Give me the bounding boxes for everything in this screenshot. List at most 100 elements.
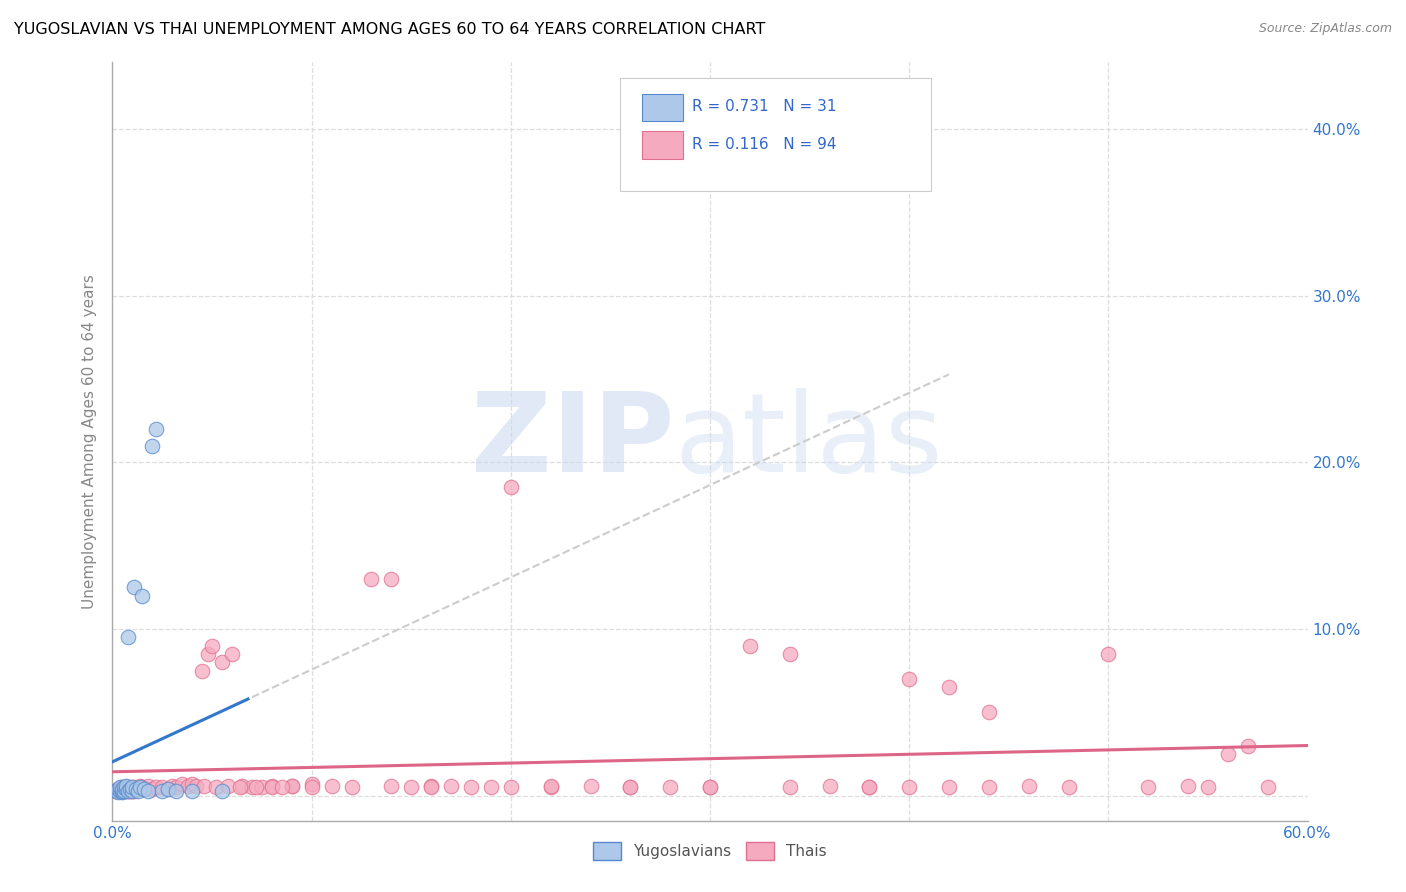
Point [181,777,204,791]
Point [579,779,602,793]
Point [115,779,138,793]
Point [270,780,292,795]
Text: ZIP: ZIP [471,388,675,495]
Point [121,783,143,797]
Point [172,777,194,791]
Point [938,681,960,695]
Point [699,780,721,795]
Point [779,647,801,661]
Point [380,779,402,793]
Point [114,783,135,797]
Point [205,780,228,795]
Point [110,783,132,797]
Point [540,779,562,793]
Point [107,782,129,797]
Point [977,706,1000,720]
Point [738,639,761,653]
Point [150,783,173,797]
Point [221,647,243,661]
Point [1057,780,1080,795]
Point [117,780,139,795]
Point [145,422,167,436]
Point [162,779,183,793]
Point [260,780,283,795]
Point [115,783,138,797]
Point [659,780,682,795]
Point [858,780,880,795]
Point [1137,780,1160,795]
Point [499,780,522,795]
Point [115,782,138,797]
Point [211,783,233,797]
Point [110,783,132,797]
Point [131,589,153,603]
Point [779,780,801,795]
Point [201,639,224,653]
Point [281,779,304,793]
Text: R = 0.731   N = 31: R = 0.731 N = 31 [692,99,837,114]
Point [107,782,129,797]
Point [134,782,156,797]
Point [977,780,1000,795]
Point [114,783,135,797]
FancyBboxPatch shape [620,78,931,191]
Point [111,785,134,799]
Point [245,780,267,795]
Point [177,779,200,793]
Point [420,780,443,795]
Point [186,779,208,793]
Point [127,780,149,795]
Point [121,780,143,795]
Point [125,782,148,797]
Point [401,780,423,795]
Point [197,647,219,661]
Point [460,780,482,795]
Point [229,780,252,795]
Point [165,780,187,795]
Point [699,780,721,795]
Point [260,779,283,793]
Point [165,783,187,797]
Point [1177,779,1199,793]
Point [360,572,382,586]
Point [117,783,139,797]
Point [818,779,841,793]
Point [1237,739,1260,753]
Point [121,780,143,795]
Point [124,783,146,797]
Text: YUGOSLAVIAN VS THAI UNEMPLOYMENT AMONG AGES 60 TO 64 YEARS CORRELATION CHART: YUGOSLAVIAN VS THAI UNEMPLOYMENT AMONG A… [14,22,765,37]
Point [157,782,180,797]
Point [440,779,463,793]
Point [211,656,233,670]
Point [301,780,323,795]
Point [250,780,273,795]
Point [138,779,160,793]
Point [479,780,502,795]
Point [1018,779,1040,793]
Point [125,782,148,797]
Text: R = 0.116   N = 94: R = 0.116 N = 94 [692,136,837,152]
Point [217,779,239,793]
Point [281,779,304,793]
Point [141,782,163,797]
Point [150,780,173,795]
Point [124,580,146,594]
Point [129,779,152,793]
Point [181,783,204,797]
Point [1216,747,1239,761]
Point [1197,780,1219,795]
Text: Source: ZipAtlas.com: Source: ZipAtlas.com [1258,22,1392,36]
Legend: Yugoslavians, Thais: Yugoslavians, Thais [588,836,832,866]
Point [898,672,921,686]
Point [938,780,960,795]
Point [141,439,163,453]
Point [1257,780,1279,795]
Point [131,780,153,795]
Point [114,782,135,797]
Point [380,572,402,586]
Point [321,779,343,793]
Point [231,779,253,793]
Point [111,783,134,797]
Point [340,780,363,795]
Point [619,780,641,795]
